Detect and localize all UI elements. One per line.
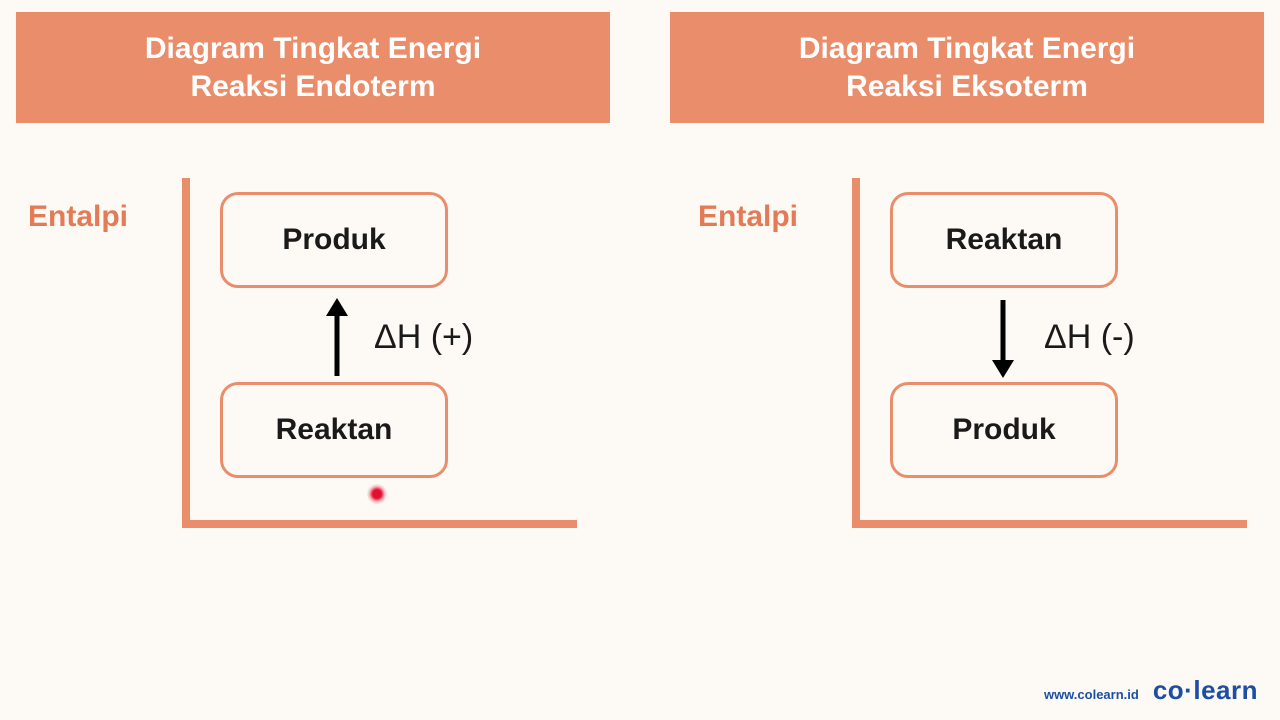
node-reaktan-left: Reaktan [220, 382, 448, 478]
logo-dot: · [1184, 675, 1193, 705]
ylabel-left: Entalpi [28, 200, 128, 234]
arrow-down-icon [988, 298, 1018, 378]
footer-url: www.colearn.id [1044, 687, 1139, 702]
node-produk-left: Produk [220, 192, 448, 288]
y-axis-right [852, 178, 860, 528]
title-line-2: Reaksi Endoterm [26, 68, 600, 106]
title-line-2: Reaksi Eksoterm [680, 68, 1254, 106]
delta-label-left: ΔH (+) [374, 318, 473, 357]
title-line-1: Diagram Tingkat Energi [680, 30, 1254, 68]
footer-logo: co·learn [1153, 675, 1258, 706]
x-axis-left [182, 520, 577, 528]
panel-endoterm: Diagram Tingkat Energi Reaksi Endoterm E… [0, 0, 640, 720]
logo-suffix: learn [1193, 675, 1258, 705]
title-endoterm: Diagram Tingkat Energi Reaksi Endoterm [16, 12, 610, 123]
node-produk-right-label: Produk [952, 413, 1055, 447]
node-produk-left-label: Produk [282, 223, 385, 257]
pointer-dot [367, 484, 387, 504]
footer: www.colearn.id co·learn [1044, 675, 1258, 706]
y-axis-left [182, 178, 190, 528]
node-reaktan-right-label: Reaktan [946, 223, 1063, 257]
x-axis-right [852, 520, 1247, 528]
node-reaktan-left-label: Reaktan [276, 413, 393, 447]
arrow-up-icon [322, 298, 352, 378]
node-produk-right: Produk [890, 382, 1118, 478]
title-eksoterm: Diagram Tingkat Energi Reaksi Eksoterm [670, 12, 1264, 123]
title-line-1: Diagram Tingkat Energi [26, 30, 600, 68]
node-reaktan-right: Reaktan [890, 192, 1118, 288]
logo-prefix: co [1153, 675, 1184, 705]
panel-eksoterm: Diagram Tingkat Energi Reaksi Eksoterm E… [640, 0, 1280, 720]
ylabel-right: Entalpi [698, 200, 798, 234]
delta-label-right: ΔH (-) [1044, 318, 1135, 357]
